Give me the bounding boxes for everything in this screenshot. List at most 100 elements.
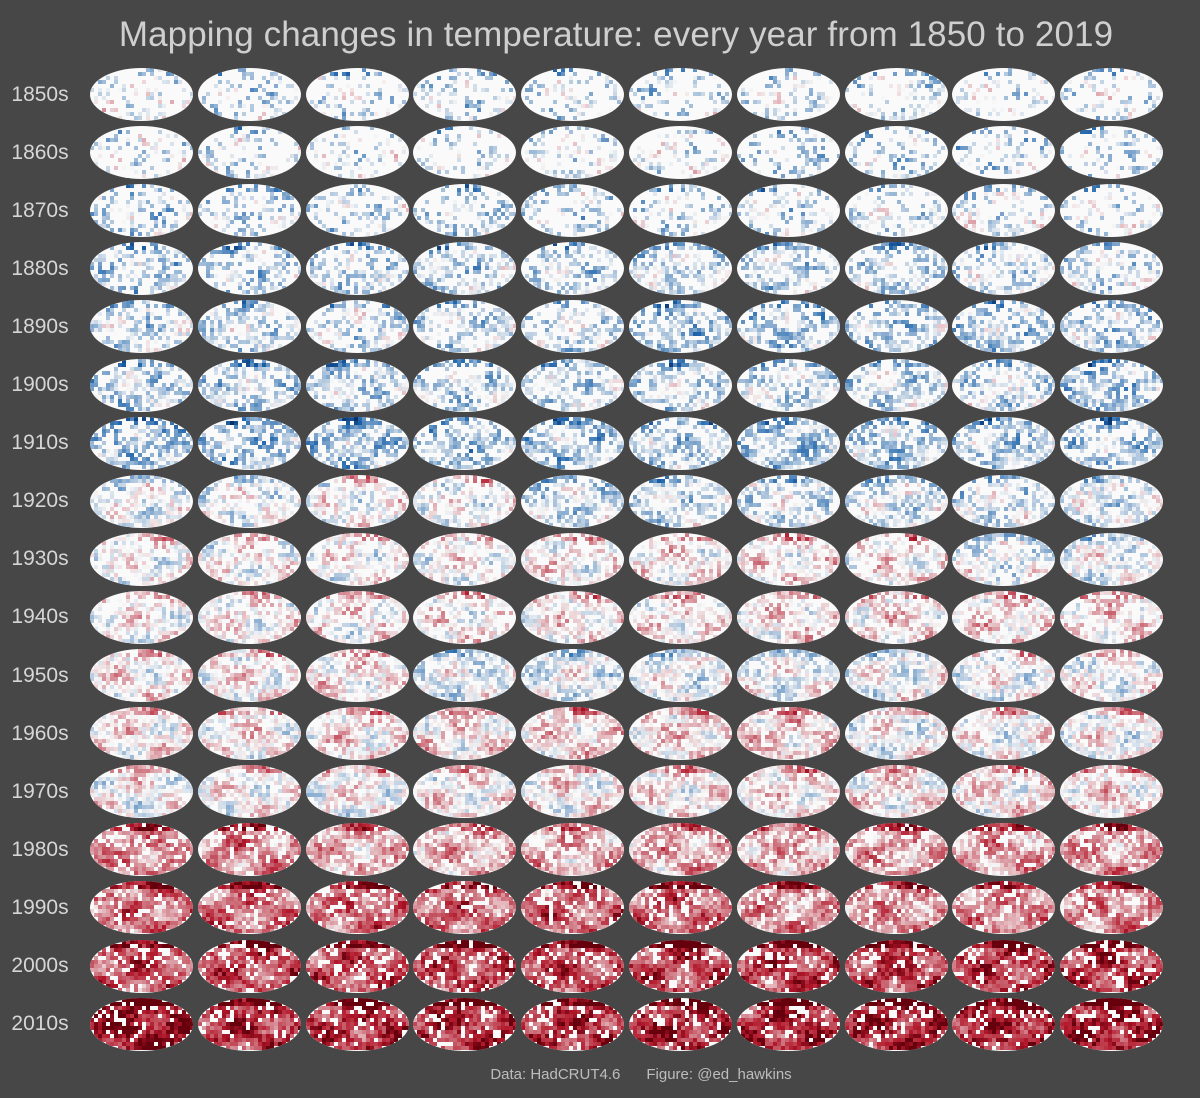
anomaly-map-1958 (952, 649, 1056, 702)
anomaly-map-2018 (952, 997, 1056, 1051)
anomaly-map-1925 (629, 474, 732, 528)
anomaly-map-1990 (90, 881, 193, 935)
anomaly-map-2007 (844, 939, 948, 993)
anomaly-map-1932 (305, 532, 409, 586)
anomaly-map-2008 (952, 939, 1056, 993)
anomaly-map-2013 (413, 997, 517, 1051)
anomaly-map-1971 (197, 765, 301, 819)
anomaly-map-1997 (844, 881, 948, 935)
anomaly-map-1953 (413, 649, 517, 702)
anomaly-map-1870 (90, 184, 193, 238)
anomaly-map-1943 (413, 590, 517, 644)
anomaly-map-1895 (629, 300, 732, 354)
decade-label-1960s: 1960s (0, 722, 80, 746)
anomaly-map-1907 (844, 358, 948, 412)
anomaly-map-1881 (197, 242, 301, 296)
decade-label-2000s: 2000s (0, 954, 80, 978)
anomaly-map-1967 (844, 707, 948, 761)
decade-label-1930s: 1930s (0, 547, 80, 571)
map-background (1060, 242, 1164, 296)
anomaly-map-1872 (305, 184, 409, 238)
anomaly-map-1918 (952, 416, 1056, 470)
anomaly-map-1968 (952, 707, 1056, 761)
anomaly-map-1994 (521, 881, 625, 935)
anomaly-map-2015 (629, 997, 732, 1051)
anomaly-map-1948 (952, 590, 1056, 644)
anomaly-map-1981 (197, 823, 301, 877)
anomaly-map-1986 (736, 823, 840, 877)
anomaly-map-1898 (952, 300, 1056, 354)
anomaly-map-1862 (305, 126, 409, 180)
map-background (1060, 184, 1164, 238)
anomaly-map-1973 (413, 765, 517, 819)
anomaly-map-1854 (521, 68, 625, 121)
anomaly-map-1914 (521, 416, 625, 470)
map-background (629, 68, 732, 121)
map-background (413, 416, 517, 470)
chart-title: Mapping changes in temperature: every ye… (0, 15, 1200, 55)
anomaly-map-1938 (952, 532, 1056, 586)
anomaly-map-1999 (1060, 881, 1164, 935)
anomaly-map-1928 (952, 474, 1056, 528)
anomaly-map-1923 (413, 474, 517, 528)
anomaly-map-1956 (736, 649, 840, 702)
anomaly-map-1945 (629, 590, 732, 644)
anomaly-map-1954 (521, 649, 625, 702)
anomaly-map-1889 (1060, 242, 1164, 296)
anomaly-map-1964 (521, 707, 625, 761)
anomaly-map-1899 (1060, 300, 1164, 354)
anomaly-map-1979 (1060, 765, 1164, 819)
anomaly-map-1916 (736, 416, 840, 470)
anomaly-map-1976 (736, 765, 840, 819)
anomaly-map-1998 (952, 881, 1056, 935)
anomaly-map-1859 (1060, 68, 1164, 121)
anomaly-map-1919 (1060, 416, 1164, 470)
anomaly-map-1852 (305, 68, 409, 121)
anomaly-map-1924 (521, 474, 625, 528)
anomaly-map-2011 (197, 997, 301, 1051)
anomaly-map-2004 (521, 939, 625, 993)
anomaly-map-1950 (90, 649, 193, 702)
anomaly-map-1888 (952, 242, 1056, 296)
anomaly-map-1965 (629, 707, 732, 761)
anomaly-map-1957 (844, 649, 948, 702)
anomaly-map-1874 (521, 184, 625, 238)
anomaly-map-2017 (844, 997, 948, 1051)
anomaly-map-1866 (736, 126, 840, 180)
anomaly-map-1897 (844, 300, 948, 354)
anomaly-map-1963 (413, 707, 517, 761)
anomaly-map-1873 (413, 184, 517, 238)
decade-label-1860s: 1860s (0, 141, 80, 165)
anomaly-map-1951 (197, 649, 301, 702)
anomaly-map-1900 (90, 358, 193, 412)
anomaly-map-1935 (629, 532, 732, 586)
anomaly-map-1946 (736, 590, 840, 644)
anomaly-map-1853 (413, 68, 517, 121)
anomaly-map-1902 (305, 358, 409, 412)
anomaly-map-1884 (521, 242, 625, 296)
anomaly-map-1952 (305, 649, 409, 702)
anomaly-map-1941 (197, 590, 301, 644)
map-background (736, 126, 840, 180)
anomaly-map-1970 (90, 765, 193, 819)
anomaly-map-1851 (197, 68, 301, 121)
anomaly-map-1947 (844, 590, 948, 644)
anomaly-map-1926 (736, 474, 840, 528)
map-background (90, 126, 193, 180)
anomaly-map-1969 (1060, 707, 1164, 761)
anomaly-map-1939 (1060, 532, 1164, 586)
anomaly-map-1975 (629, 765, 732, 819)
decade-label-1890s: 1890s (0, 315, 80, 339)
anomaly-map-2010 (90, 997, 193, 1051)
decade-label-1850s: 1850s (0, 83, 80, 107)
anomaly-map-1893 (413, 300, 517, 354)
decade-label-1990s: 1990s (0, 896, 80, 920)
map-background (521, 68, 625, 121)
anomaly-map-1906 (736, 358, 840, 412)
anomaly-map-2000 (90, 939, 193, 993)
anomaly-map-2009 (1060, 939, 1164, 993)
figure-credit: Figure: @ed_hawkins (646, 1066, 791, 1083)
anomaly-map-1883 (413, 242, 517, 296)
anomaly-map-2002 (305, 939, 409, 993)
decade-label-1910s: 1910s (0, 431, 80, 455)
